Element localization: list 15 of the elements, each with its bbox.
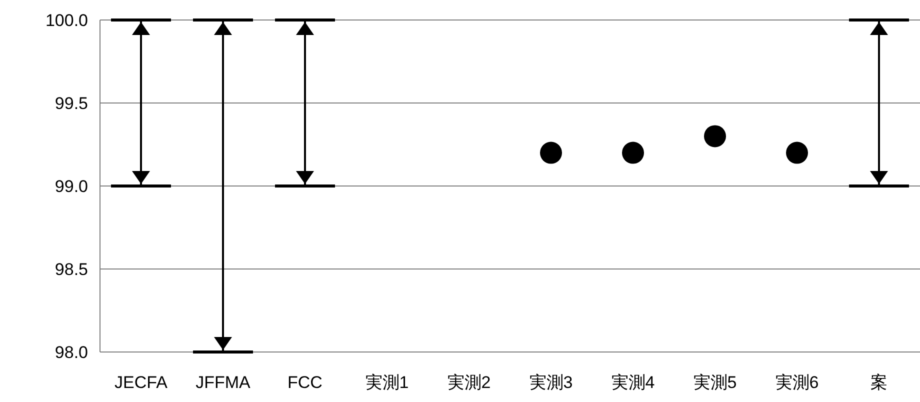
y-tick-label: 99.5 [54, 94, 88, 113]
x-tick-label: JECFA [114, 373, 168, 392]
x-tick-label: FCC [288, 373, 322, 392]
x-tick-label: 実測2 [447, 373, 491, 392]
y-tick-label: 99.0 [54, 177, 88, 196]
x-tick-label: 実測4 [611, 373, 655, 392]
x-tick-label: 実測5 [693, 373, 737, 392]
y-tick-label: 100.0 [45, 11, 88, 30]
x-tick-label: 案 [870, 373, 888, 392]
y-tick-label: 98.5 [54, 260, 88, 279]
y-tick-label: 98.0 [54, 343, 88, 362]
x-tick-label: 実測6 [775, 373, 819, 392]
x-tick-label: 実測1 [365, 373, 409, 392]
x-tick-label: JFFMA [196, 373, 252, 392]
x-tick-label: 実測3 [529, 373, 573, 392]
